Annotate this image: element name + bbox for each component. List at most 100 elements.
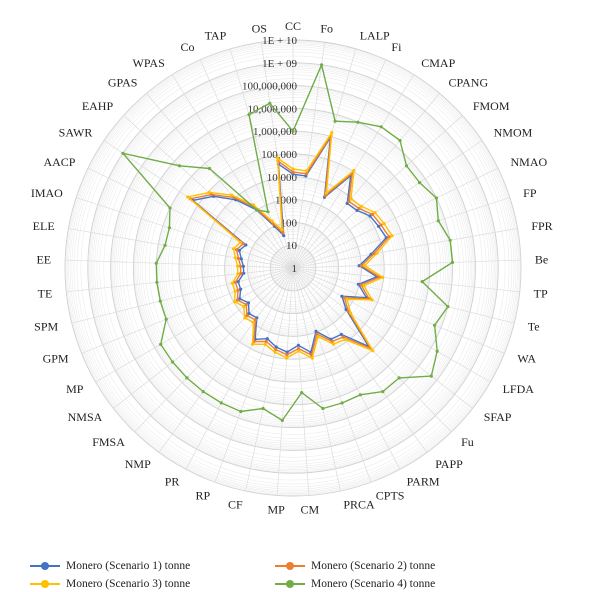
spoke-line: [292, 228, 518, 269]
data-point: [244, 243, 248, 247]
data-point: [291, 170, 295, 174]
category-label: WA: [517, 352, 536, 366]
data-point: [285, 353, 289, 357]
data-point: [418, 181, 422, 185]
data-point: [121, 151, 125, 155]
data-point: [242, 271, 246, 275]
spoke-line: [292, 267, 401, 470]
data-point: [363, 263, 367, 268]
spoke-line: [71, 267, 294, 324]
category-label: EE: [36, 253, 51, 267]
data-point: [356, 120, 360, 124]
category-label: PAPP: [435, 457, 463, 471]
spoke-line: [292, 197, 510, 269]
data-point: [373, 211, 377, 215]
category-label: WPAS: [133, 56, 165, 70]
category-label: CPANG: [449, 76, 489, 90]
data-point: [185, 376, 189, 380]
data-point: [397, 376, 401, 380]
category-label: Fi: [391, 40, 402, 54]
data-point: [154, 261, 158, 265]
data-point: [362, 284, 366, 288]
data-point: [358, 393, 362, 397]
spoke-line: [199, 59, 294, 269]
data-point: [404, 164, 409, 168]
data-point: [236, 280, 240, 284]
spoke-line: [76, 197, 294, 269]
category-label: MP: [267, 502, 285, 516]
category-label: NMP: [125, 457, 151, 471]
spoke-line: [113, 267, 294, 409]
data-point: [340, 401, 344, 405]
spoke-line: [214, 267, 294, 483]
category-label: TAP: [205, 28, 227, 42]
spoke-line: [292, 267, 473, 409]
category-label: GPM: [43, 352, 69, 366]
data-point: [346, 309, 350, 313]
data-point: [316, 335, 320, 339]
spoke-line: [158, 267, 294, 453]
category-label: Be: [535, 253, 548, 267]
data-point: [219, 401, 223, 405]
series-line: [122, 64, 454, 422]
data-point: [370, 298, 374, 302]
category-label: NMOM: [494, 126, 533, 140]
data-point: [274, 347, 278, 352]
data-point: [264, 339, 268, 344]
spoke-line: [95, 267, 294, 383]
spoke-line: [292, 267, 520, 293]
category-label: RP: [196, 488, 211, 502]
data-point: [233, 256, 237, 260]
spoke-line: [185, 267, 294, 470]
data-point: [356, 282, 360, 286]
data-point: [296, 343, 300, 347]
data-point: [343, 337, 347, 342]
data-point: [285, 350, 289, 354]
data-point: [370, 212, 375, 216]
data-point: [282, 234, 286, 238]
category-label: SFAP: [484, 410, 512, 424]
data-point: [253, 318, 257, 322]
data-point: [164, 317, 168, 321]
category-label: SAWR: [59, 126, 93, 140]
data-point: [247, 113, 251, 117]
data-point: [379, 223, 383, 227]
data-point: [377, 224, 381, 228]
category-label: FMSA: [92, 435, 125, 449]
radial-tick-label: 100: [281, 217, 298, 229]
series-3: [186, 131, 394, 360]
data-point: [315, 332, 319, 336]
data-point: [339, 332, 343, 336]
data-point: [429, 374, 433, 378]
data-point: [236, 264, 240, 268]
data-point: [355, 208, 359, 212]
data-point: [171, 360, 175, 364]
category-label: CPTS: [376, 488, 405, 502]
category-label: GPAS: [108, 76, 138, 90]
data-point: [323, 194, 327, 198]
spoke-line: [292, 42, 326, 269]
data-point: [359, 283, 363, 287]
spoke-line: [245, 267, 294, 492]
data-point: [251, 342, 255, 346]
category-label: AACP: [43, 155, 75, 169]
spoke-line: [292, 167, 499, 269]
data-point: [321, 406, 325, 411]
data-point: [436, 219, 440, 223]
data-point: [375, 251, 379, 255]
data-point: [297, 347, 301, 351]
radial-tick-label: 1000: [275, 195, 298, 207]
data-point: [330, 131, 334, 135]
spoke-line: [134, 267, 294, 433]
category-label: Te: [528, 320, 540, 334]
data-point: [155, 280, 159, 284]
data-point: [379, 125, 383, 129]
category-label: PR: [165, 475, 180, 489]
data-point: [352, 168, 356, 173]
data-point: [275, 156, 280, 160]
data-point: [263, 342, 267, 346]
radial-tick-label: 10,000: [267, 172, 298, 184]
spoke-line: [292, 267, 341, 492]
radial-tick-labels: 1 10 100 1000 10,000 100,000 1,000,000 10,000,0…: [242, 35, 298, 275]
category-label: MP: [66, 382, 84, 396]
